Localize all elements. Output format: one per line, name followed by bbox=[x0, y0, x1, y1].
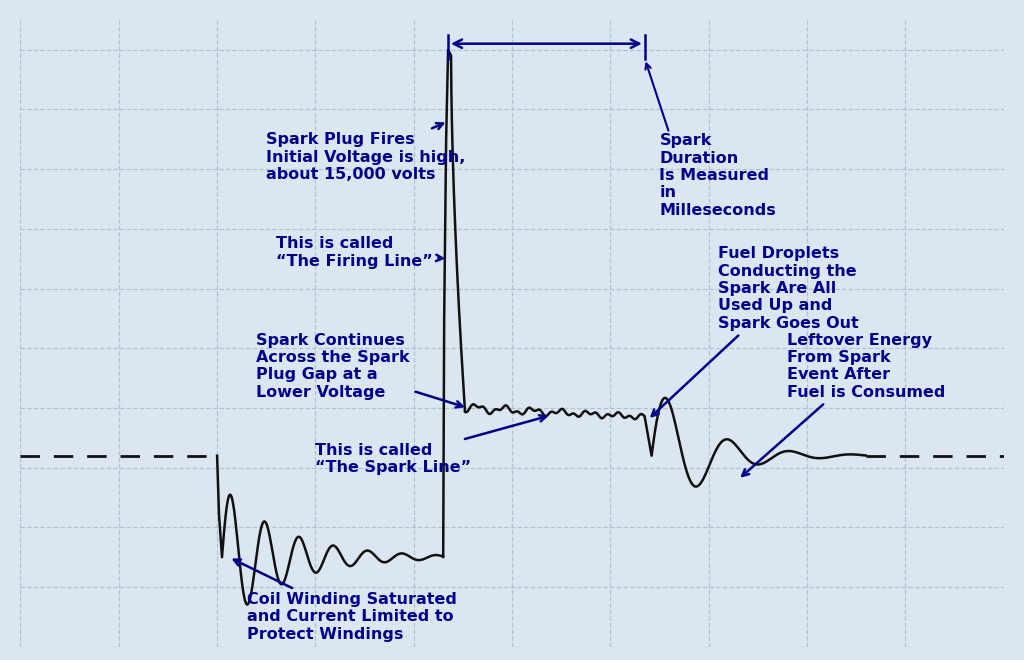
Text: Spark Plug Fires
Initial Voltage is high,
about 15,000 volts: Spark Plug Fires Initial Voltage is high… bbox=[266, 123, 466, 182]
Text: Spark Continues
Across the Spark
Plug Gap at a
Lower Voltage: Spark Continues Across the Spark Plug Ga… bbox=[256, 333, 463, 407]
Text: Coil Winding Saturated
and Current Limited to
Protect Windings: Coil Winding Saturated and Current Limit… bbox=[233, 560, 457, 642]
Text: Leftover Energy
From Spark
Event After
Fuel is Consumed: Leftover Energy From Spark Event After F… bbox=[742, 333, 945, 476]
Text: Spark
Duration
Is Measured
in
Milleseconds: Spark Duration Is Measured in Millesecon… bbox=[659, 133, 776, 218]
Text: This is called
“The Firing Line”: This is called “The Firing Line” bbox=[276, 236, 442, 269]
Text: Fuel Droplets
Conducting the
Spark Are All
Used Up and
Spark Goes Out: Fuel Droplets Conducting the Spark Are A… bbox=[651, 246, 859, 416]
Text: This is called
“The Spark Line”: This is called “The Spark Line” bbox=[315, 415, 546, 475]
